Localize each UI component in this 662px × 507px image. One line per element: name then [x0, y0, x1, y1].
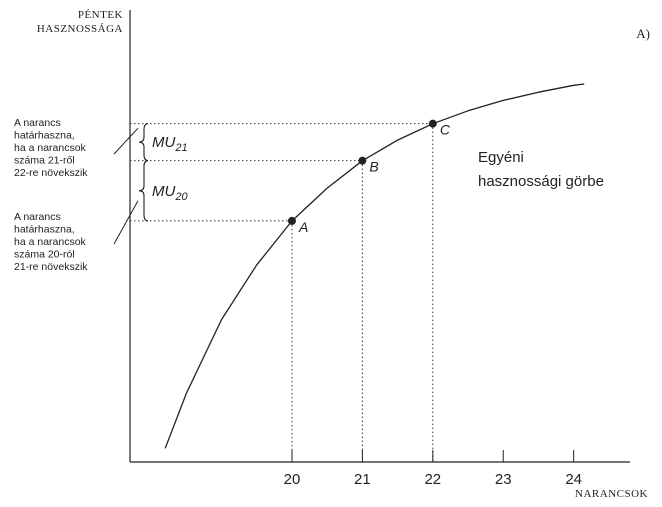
- mu-note-line: ha a narancsok: [14, 236, 87, 248]
- mu-note-line: határhaszna,: [14, 224, 75, 236]
- mu-note-line: száma 20-ról: [14, 249, 75, 261]
- mu-symbol: MU: [152, 134, 175, 151]
- point-a-marker: [287, 216, 296, 225]
- mu-note-line: száma 21-ről: [14, 155, 75, 167]
- mu-subscript: 21: [174, 142, 187, 154]
- mu-note-pointer: [113, 127, 139, 155]
- mu-note-pointer: [113, 200, 139, 245]
- x-tick-label: 21: [354, 471, 371, 488]
- point-c-marker: [428, 119, 437, 128]
- mu-note-line: határhaszna,: [14, 130, 75, 142]
- y-axis-title: PÉNTEK: [78, 9, 123, 21]
- curve-label: hasznossági görbe: [478, 173, 604, 190]
- point-b-label: B: [369, 159, 378, 175]
- mu-note-line: ha a narancsok: [14, 142, 87, 154]
- mu-note-line: A narancs: [14, 211, 61, 223]
- panel-label: A): [636, 26, 650, 41]
- x-tick-label: 22: [424, 471, 441, 488]
- point-c-label: C: [440, 122, 451, 138]
- y-axis-title: HASZNOSSÁGA: [37, 23, 123, 35]
- mu-symbol: MU: [152, 183, 175, 200]
- x-axis-title: NARANCSOK: [575, 488, 648, 500]
- mu-subscript: 20: [174, 191, 188, 203]
- x-ticks: 20 21 22 23 24: [284, 450, 582, 488]
- mu-note-line: 21-re növekszik: [14, 261, 88, 273]
- mu-brace: [138, 123, 149, 162]
- chart-texts: PÉNTEK HASZNOSSÁGA NARANCSOK A) Egyéni haszno…: [37, 9, 650, 500]
- guide-lines: [130, 123, 434, 462]
- mu-note-line: 22-re növekszik: [14, 167, 88, 179]
- point-b-marker: [358, 156, 367, 165]
- mu-brace: [138, 160, 149, 222]
- mu-note-line: A narancs: [14, 117, 61, 129]
- x-tick-label: 23: [495, 471, 512, 488]
- x-tick-label: 24: [565, 471, 582, 488]
- point-a-label: A: [298, 219, 308, 235]
- points-layer: A B C: [287, 119, 451, 235]
- utility-curve-layer: [164, 83, 585, 449]
- mu-label: MU21: [152, 134, 188, 154]
- curve-label: Egyéni: [478, 149, 524, 166]
- mu-label: MU20: [152, 183, 188, 203]
- axes: [129, 10, 630, 463]
- x-tick-label: 20: [284, 471, 301, 488]
- utility-curve: [164, 83, 585, 449]
